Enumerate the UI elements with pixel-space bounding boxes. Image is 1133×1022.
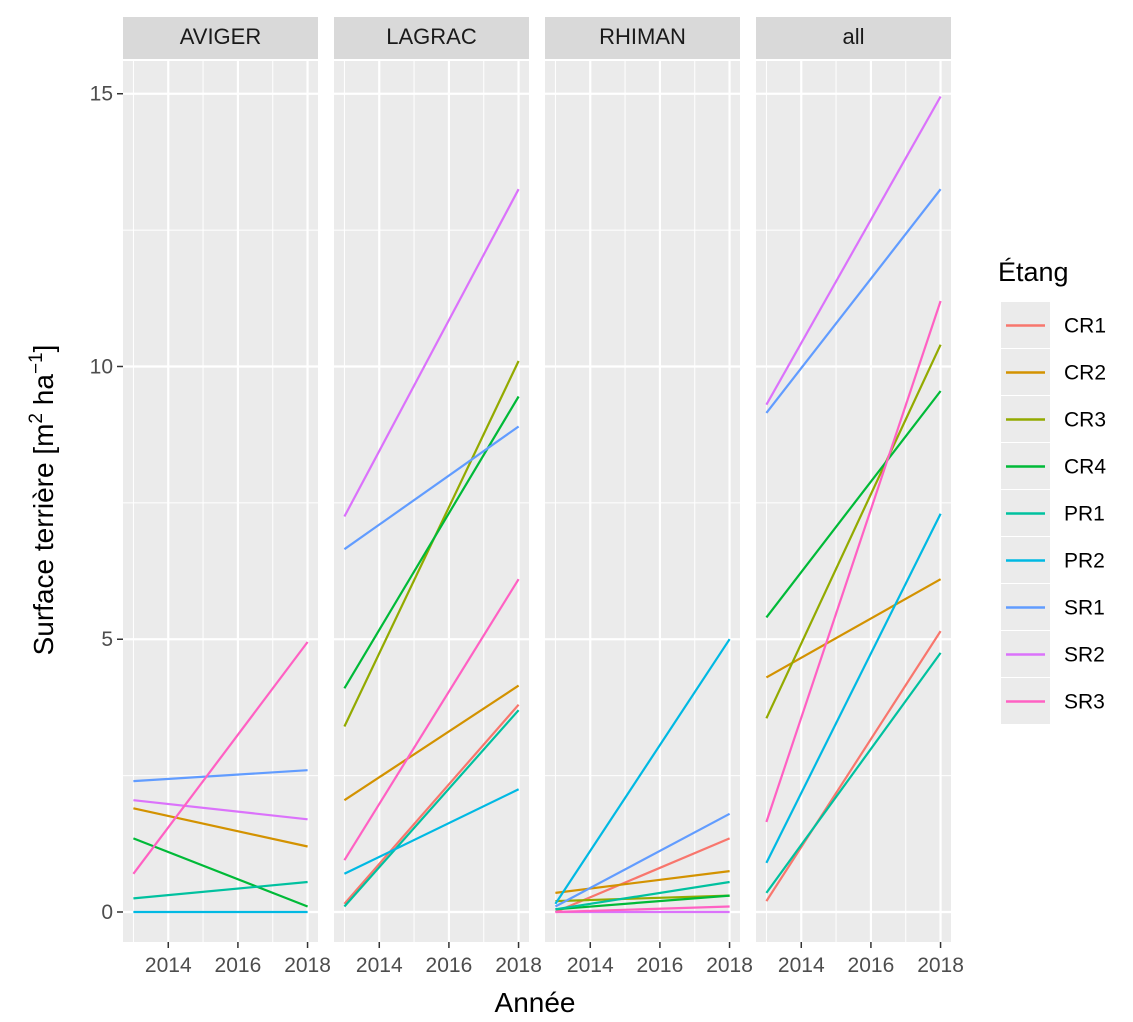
series-line-all-pr2 xyxy=(765,513,942,864)
y-axis: 0 5 10 15 xyxy=(90,83,123,924)
series-line-all-cr2 xyxy=(765,578,942,679)
x-tick-label: 2014 xyxy=(567,954,614,977)
series-line-lagrac-cr2 xyxy=(343,684,520,802)
series-line-all-cr4 xyxy=(765,390,942,619)
series-line-aviger-sr2 xyxy=(133,799,308,821)
x-tick-label: 2016 xyxy=(215,954,262,977)
facet-strip-label-rhiman: RHIMAN xyxy=(599,24,686,49)
legend-label: CR1 xyxy=(1064,315,1106,338)
x-tick-label: 2014 xyxy=(778,954,825,977)
x-tick-label: 2016 xyxy=(848,954,895,977)
series-line-lagrac-sr3 xyxy=(343,578,520,861)
legend-label: SR2 xyxy=(1064,644,1105,667)
y-axis-title-main: Surface terrière [m xyxy=(28,424,59,656)
facet-strip-aviger xyxy=(123,17,318,59)
series-line-aviger-cr2 xyxy=(133,807,308,848)
series-line-lagrac-sr1 xyxy=(343,425,520,551)
x-tick-label: 2018 xyxy=(284,954,331,977)
legend-item-sr1: SR1 xyxy=(1001,584,1105,630)
panel-background-rhiman xyxy=(545,61,740,942)
series-line-all-sr2 xyxy=(765,95,942,406)
facet-strip-label-aviger: AVIGER xyxy=(180,24,262,49)
series-line-aviger-sr1 xyxy=(133,769,308,783)
x-tick-label: 2016 xyxy=(637,954,684,977)
legend: Étang CR1 CR2 CR3 CR4 PR1 PR2 SR1 SR2 SR3 xyxy=(998,257,1106,724)
facet-lagrac: LAGRAC xyxy=(334,17,529,942)
legend-item-pr1: PR1 xyxy=(1001,490,1105,536)
x-tick-label: 2018 xyxy=(917,954,964,977)
facet-panels: AVIGER LAGRAC RHIMAN all xyxy=(123,17,951,942)
legend-label: SR3 xyxy=(1064,691,1105,714)
facet-all: all xyxy=(756,17,951,942)
y-axis-title: Surface terrière [m2 ha−1] xyxy=(26,345,59,656)
series-line-rhiman-pr2 xyxy=(554,638,731,905)
panel-background-lagrac xyxy=(334,61,529,942)
y-axis-title-end: ] xyxy=(28,345,59,353)
facet-strip-all xyxy=(756,17,951,59)
x-tick-label: 2014 xyxy=(356,954,403,977)
facet-rhiman: RHIMAN xyxy=(545,17,740,942)
facet-strip-lagrac xyxy=(334,17,529,59)
facet-strip-rhiman xyxy=(545,17,740,59)
y-tick-label: 5 xyxy=(101,628,113,651)
series-line-lagrac-pr1 xyxy=(343,709,520,908)
panel-background-all xyxy=(756,61,951,942)
series-line-aviger-sr3 xyxy=(132,641,309,875)
legend-label: PR1 xyxy=(1064,503,1105,526)
legend-item-cr4: CR4 xyxy=(1001,443,1106,489)
legend-item-pr2: PR2 xyxy=(1001,537,1105,583)
legend-item-sr2: SR2 xyxy=(1001,631,1105,677)
series-line-all-sr1 xyxy=(765,188,942,414)
series-line-aviger-pr1 xyxy=(133,880,308,900)
legend-label: SR1 xyxy=(1064,597,1105,620)
legend-item-cr2: CR2 xyxy=(1001,349,1106,395)
series-line-rhiman-sr3 xyxy=(555,905,730,914)
series-line-rhiman-pr1 xyxy=(555,880,730,911)
x-tick-label: 2018 xyxy=(495,954,542,977)
series-line-rhiman-cr3 xyxy=(555,894,730,903)
series-line-lagrac-sr2 xyxy=(343,188,520,518)
y-axis-title-superscript-1: 2 xyxy=(26,413,47,424)
y-axis-title-mid: ha xyxy=(28,374,59,413)
x-tick-label: 2018 xyxy=(706,954,753,977)
facet-strip-label-lagrac: LAGRAC xyxy=(386,24,477,49)
panel-background-aviger xyxy=(123,61,318,942)
series-line-lagrac-cr4 xyxy=(343,395,520,689)
legend-item-cr1: CR1 xyxy=(1001,302,1106,348)
series-line-all-sr3 xyxy=(765,300,942,823)
series-line-lagrac-cr1 xyxy=(343,703,520,905)
y-tick-label: 15 xyxy=(90,83,113,106)
legend-label: CR4 xyxy=(1064,456,1106,479)
legend-label: CR2 xyxy=(1064,362,1106,385)
y-tick-label: 10 xyxy=(90,355,113,378)
x-tick-label: 2016 xyxy=(426,954,473,977)
legend-item-cr3: CR3 xyxy=(1001,396,1106,442)
x-tick-label: 2014 xyxy=(145,954,192,977)
legend-label: CR3 xyxy=(1064,409,1106,432)
series-line-all-cr1 xyxy=(765,630,942,902)
series-line-aviger-cr4 xyxy=(132,837,309,908)
legend-items: CR1 CR2 CR3 CR4 PR1 PR2 SR1 SR2 SR3 xyxy=(1001,302,1106,724)
facet-strip-label-all: all xyxy=(842,24,864,49)
x-axes: 2014 2016 2018 2014 2016 2018 2014 2016 2018 2014… xyxy=(145,942,964,977)
series-line-rhiman-cr4 xyxy=(555,894,730,911)
series-line-all-pr1 xyxy=(765,652,942,894)
series-line-lagrac-pr2 xyxy=(343,788,520,875)
series-line-rhiman-cr2 xyxy=(555,870,730,894)
legend-item-sr3: SR3 xyxy=(1001,678,1105,724)
legend-label: PR2 xyxy=(1064,550,1105,573)
y-axis-title-superscript-2: −1 xyxy=(26,352,47,374)
series-line-all-cr3 xyxy=(765,344,942,719)
x-axis-title: Année xyxy=(495,987,576,1018)
legend-title: Étang xyxy=(998,257,1069,287)
facet-aviger: AVIGER xyxy=(123,17,318,942)
series-line-rhiman-sr1 xyxy=(554,812,731,908)
y-tick-label: 0 xyxy=(101,901,113,924)
